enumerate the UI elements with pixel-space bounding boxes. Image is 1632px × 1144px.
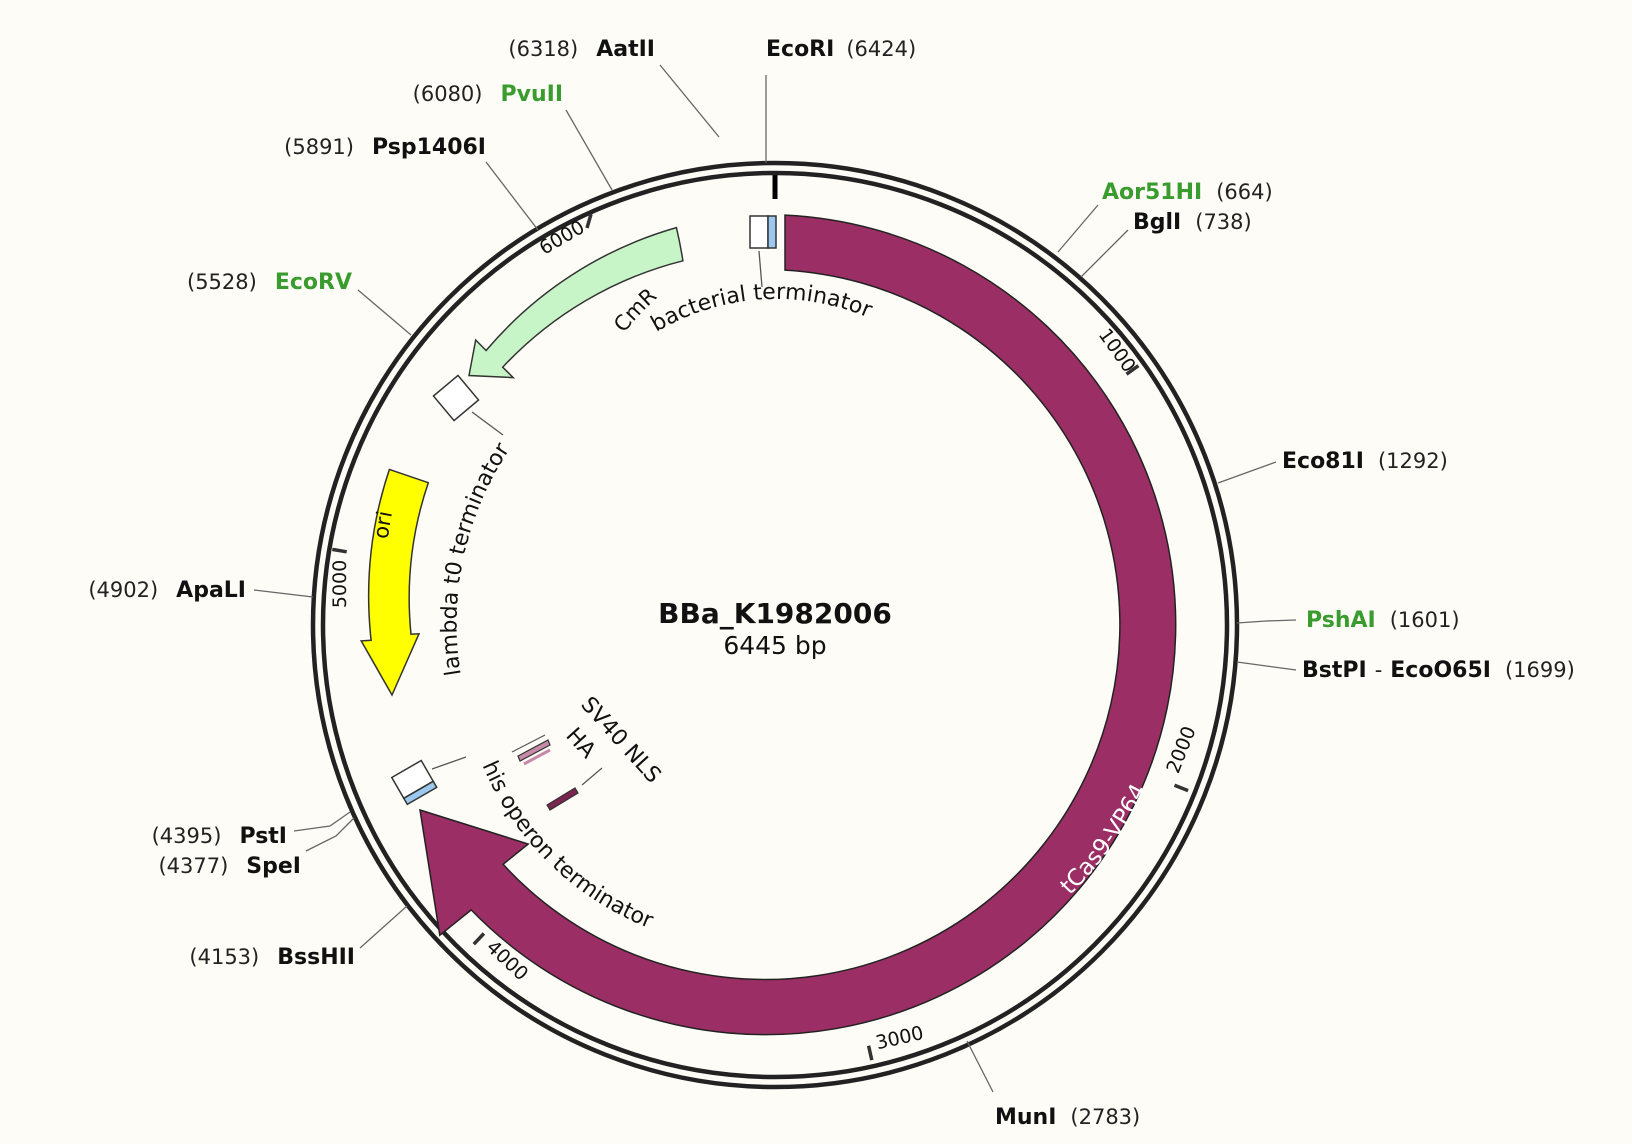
- tcas9-vp64-cds: [419, 214, 1177, 1036]
- tick-label-3000: 3000: [874, 1022, 926, 1054]
- tick-3000: [866, 1045, 874, 1061]
- sv40-nls-leader: [511, 734, 546, 753]
- psp1406i-leader: [485, 161, 539, 231]
- site-ecorv: (5528) EcoRV: [187, 270, 352, 295]
- lambda-terminator-label: lambda t0 terminator: [438, 438, 516, 678]
- muni-leader: [966, 1040, 994, 1093]
- backbone-outer-ring: [310, 160, 1240, 1090]
- site-aatii: (6318) AatII: [508, 37, 655, 62]
- lambda-terminator-leader: [471, 411, 504, 436]
- spei-leader: [305, 817, 355, 852]
- cmr-gene: [468, 226, 684, 379]
- lambda-terminator-box: [432, 374, 480, 422]
- site-psp1406i: (5891) Psp1406I: [284, 135, 486, 160]
- bacterial-terminator-box: [749, 215, 769, 249]
- site-bsshii: (4153) BssHII: [189, 945, 355, 970]
- aor51hi-leader: [1057, 204, 1099, 253]
- his-terminator-box: [390, 759, 438, 806]
- tick-label-2000: 2000: [1162, 723, 1200, 776]
- site-eco81i: Eco81I (1292): [1282, 449, 1448, 474]
- plasmid-size: 6445 bp: [723, 631, 826, 660]
- tick-1000: [1125, 364, 1140, 376]
- bacterial-terminator-leader: [758, 250, 763, 288]
- site-muni: MunI (2783): [995, 1105, 1140, 1130]
- site-spei: (4377) SpeI: [158, 854, 301, 879]
- ha-tag-feature: [546, 787, 579, 811]
- sv40-nls-feature: [517, 739, 551, 762]
- bacterial-terminator-label: bacterial terminator: [647, 280, 877, 337]
- ecorv-leader: [357, 289, 412, 336]
- site-apali: (4902) ApaLI: [88, 578, 246, 603]
- site-bgli: BglI (738): [1133, 210, 1252, 235]
- site-pvuii: (6080) PvuII: [413, 82, 563, 107]
- plasmid-name: BBa_K1982006: [658, 597, 892, 630]
- cmr-label: CmR: [609, 283, 661, 336]
- site-pshai: PshAI (1601): [1306, 608, 1460, 633]
- pshai-leader: [1236, 619, 1297, 624]
- site-psti: (4395) PstI: [152, 824, 287, 849]
- tick-5000: [332, 547, 347, 554]
- ha-tag-leader: [581, 767, 603, 786]
- tick-4000: [472, 932, 486, 946]
- bsshii-leader: [359, 905, 408, 949]
- bgli-leader: [1080, 229, 1129, 278]
- his-terminator-rbs: [402, 780, 438, 806]
- bstpi-leader: [1236, 661, 1297, 671]
- tick-6000: [585, 213, 593, 229]
- pvuii-leader: [565, 109, 613, 191]
- tick-label-5000: 5000: [329, 560, 351, 608]
- psti-leader: [293, 811, 351, 832]
- his-terminator-leader: [431, 756, 467, 770]
- ori-feature: [359, 468, 430, 697]
- site-bstpi-ecoo65i: BstPI - EcoO65I (1699): [1302, 658, 1575, 683]
- bacterial-terminator-rbs: [767, 215, 777, 249]
- aatii-leader: [659, 64, 720, 138]
- backbone-inner-ring: [320, 170, 1230, 1080]
- ori-label: ori: [369, 509, 397, 540]
- sv40-nls-stripe: [523, 748, 551, 766]
- apali-leader: [253, 589, 314, 598]
- site-ecori: EcoRI (6424): [766, 37, 916, 62]
- tick-2000: [1173, 783, 1189, 793]
- eco81i-leader: [1217, 461, 1277, 484]
- site-aor51hi: Aor51HI (664): [1102, 180, 1273, 205]
